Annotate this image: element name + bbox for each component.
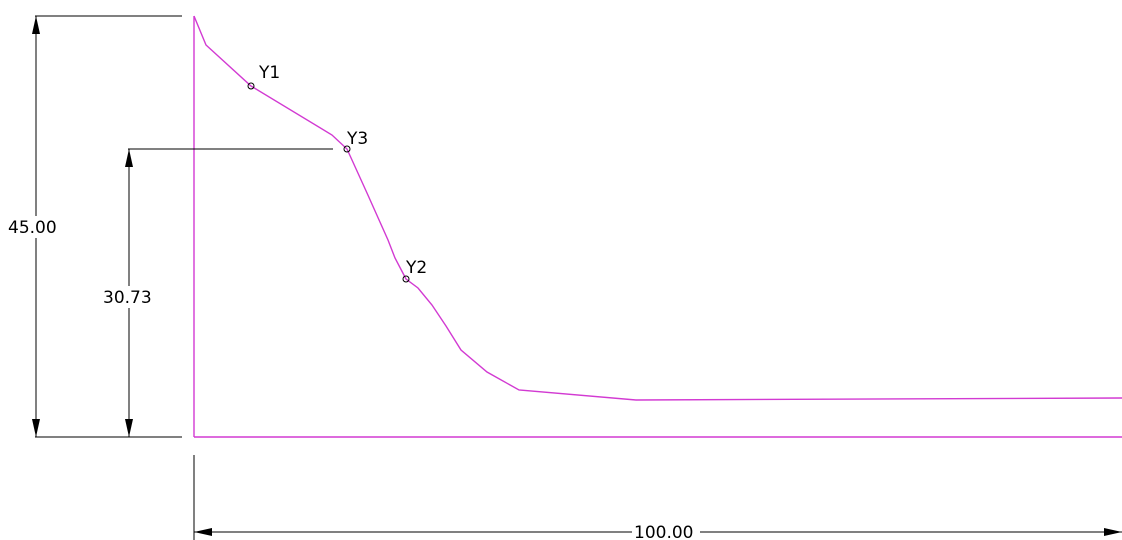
dim-text-bg-100 (632, 522, 700, 540)
point-y2: Y2 (402, 258, 427, 283)
point-label-y3: Y3 (346, 129, 368, 149)
point-label-y1: Y1 (258, 63, 280, 83)
arrow-100-right (1104, 528, 1122, 536)
point-marker-y2 (402, 275, 410, 283)
dim-label-marked-height: 30.73 (103, 288, 152, 308)
dimension-group (35, 15, 1122, 540)
arrowheads (32, 16, 1122, 536)
dim-text-bg-45 (5, 216, 67, 238)
point-label-y2: Y2 (405, 258, 427, 278)
arrow-3073-bottom (125, 419, 133, 437)
arrow-3073-top (125, 149, 133, 167)
point-marker-y1 (247, 82, 255, 90)
dim-label-total-length: 100.00 (634, 523, 693, 540)
arrow-45-top (32, 16, 40, 34)
dim-label-total-height: 45.00 (8, 218, 57, 238)
arrow-100-left (194, 528, 212, 536)
dim-text-bg-3073 (100, 286, 162, 308)
profile-group (193, 15, 1122, 438)
profile-curve (193, 15, 1122, 401)
point-y1: Y1 (247, 63, 280, 90)
point-marker-y3 (343, 145, 351, 153)
arrow-45-bottom (32, 419, 40, 437)
point-y3: Y3 (343, 129, 368, 153)
